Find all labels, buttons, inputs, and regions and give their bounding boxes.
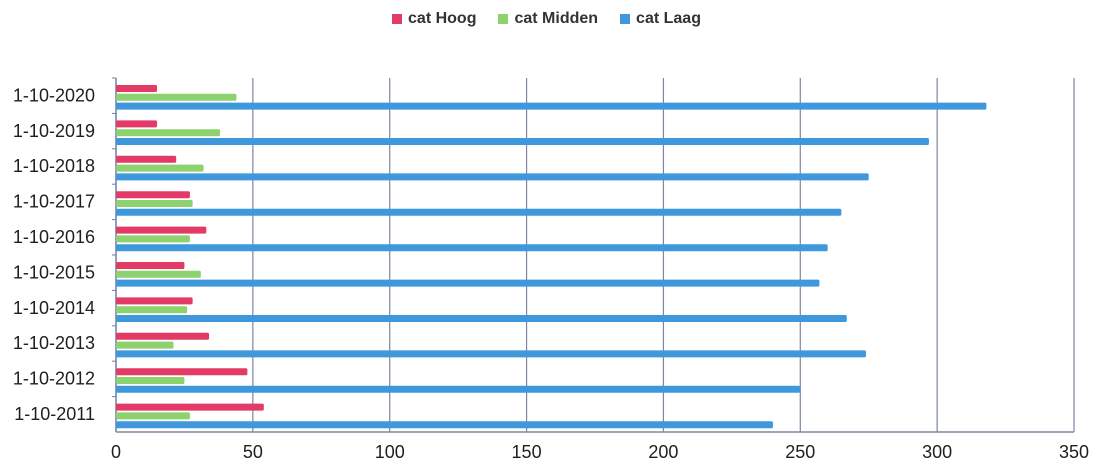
x-tick-label-350: 350 [1059, 442, 1089, 462]
bar-cat-hoog-6 [116, 297, 193, 305]
y-tick-label-4: 1-10-2016 [13, 227, 95, 247]
bar-cat-midden-7 [116, 341, 174, 349]
bar-cat-midden-8 [116, 377, 185, 384]
bar-cat-hoog-1 [116, 120, 158, 128]
legend: cat Hoog cat Midden cat Laag [0, 10, 1093, 28]
bar-cat-midden-3 [116, 200, 193, 207]
bar-cat-hoog-3 [116, 191, 190, 199]
y-tick-label-9: 1-10-2011 [14, 404, 95, 424]
x-tick-label-250: 250 [785, 442, 815, 462]
legend-item-cat-hoog: cat Hoog [392, 10, 476, 28]
legend-item-cat-laag: cat Laag [620, 10, 701, 28]
bar-cat-hoog-7 [116, 332, 210, 340]
bar-cat-hoog-5 [116, 262, 185, 269]
legend-label-cat-hoog: cat Hoog [408, 10, 477, 27]
x-tick-label-300: 300 [922, 442, 952, 462]
bar-cat-laag-6 [116, 315, 847, 322]
y-tick-label-6: 1-10-2014 [13, 298, 95, 318]
y-tick-label-7: 1-10-2013 [13, 333, 95, 353]
legend-item-cat-midden: cat Midden [498, 10, 598, 28]
bar-cat-laag-3 [116, 208, 842, 216]
bar-cat-midden-4 [116, 235, 190, 243]
x-tick-label-100: 100 [375, 442, 405, 462]
bar-cat-laag-9 [116, 421, 773, 429]
bar-cat-hoog-0 [116, 85, 158, 92]
x-tick-label-50: 50 [243, 442, 263, 462]
bar-cat-midden-0 [116, 93, 237, 101]
bar-cat-midden-2 [116, 164, 204, 172]
bar-cat-midden-9 [116, 412, 190, 420]
bar-cat-laag-0 [116, 102, 987, 110]
bar-cat-laag-7 [116, 350, 866, 358]
legend-swatch-cat-midden [498, 14, 509, 24]
y-tick-label-5: 1-10-2015 [13, 262, 95, 282]
bar-cat-midden-1 [116, 129, 221, 137]
legend-swatch-cat-hoog [392, 14, 403, 24]
bar-cat-hoog-4 [116, 226, 207, 234]
bar-cat-laag-2 [116, 173, 869, 181]
x-tick-label-200: 200 [648, 442, 678, 462]
y-tick-label-0: 1-10-2020 [13, 85, 95, 105]
x-tick-label-0: 0 [111, 442, 121, 462]
y-tick-label-1: 1-10-2019 [13, 121, 95, 141]
bar-cat-hoog-2 [116, 155, 177, 163]
y-tick-label-8: 1-10-2012 [13, 369, 95, 389]
legend-label-cat-laag: cat Laag [636, 10, 701, 27]
bar-cat-laag-1 [116, 138, 929, 145]
bar-cat-midden-5 [116, 270, 201, 278]
bar-cat-midden-6 [116, 306, 188, 314]
bar-cat-laag-5 [116, 279, 820, 287]
bar-cat-laag-8 [116, 385, 801, 393]
x-tick-label-150: 150 [512, 442, 542, 462]
bar-cat-hoog-8 [116, 368, 248, 376]
y-tick-label-3: 1-10-2017 [13, 192, 95, 212]
legend-swatch-cat-laag [620, 14, 631, 24]
y-tick-label-2: 1-10-2018 [13, 156, 95, 176]
bar-cat-laag-4 [116, 244, 828, 252]
legend-label-cat-midden: cat Midden [514, 10, 599, 27]
bar-cat-hoog-9 [116, 403, 264, 411]
